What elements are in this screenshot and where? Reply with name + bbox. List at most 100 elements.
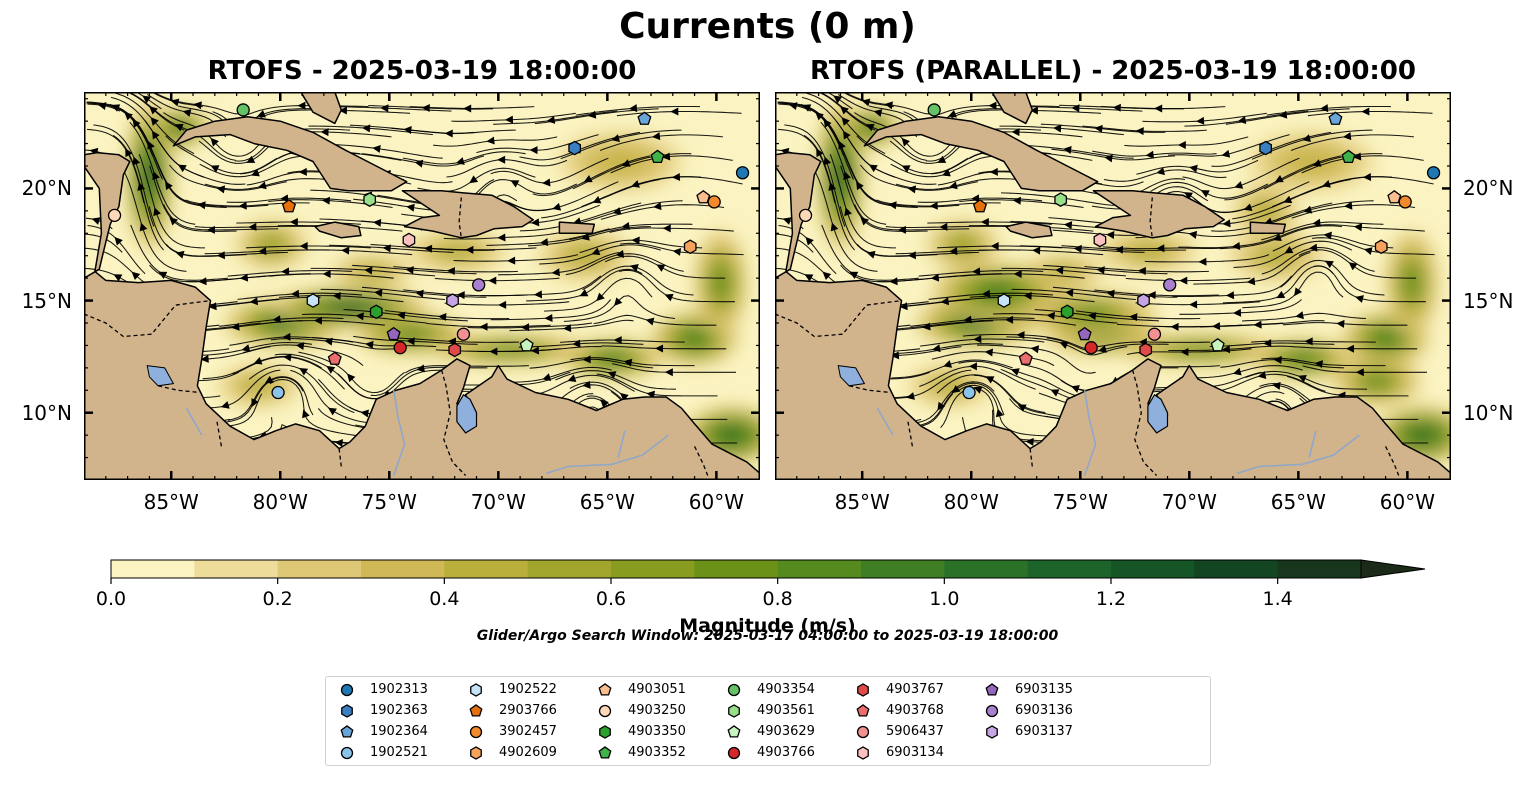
colorbar-extend-arrow: [1360, 559, 1426, 579]
legend-label: 3902457: [499, 724, 557, 739]
hexagon-marker-icon: [986, 725, 998, 739]
legend-marker: [856, 725, 870, 739]
float-marker-6903135: [386, 326, 401, 341]
legend-label: 6903137: [1015, 724, 1073, 739]
float-marker-1902521: [962, 385, 976, 400]
legend-marker: [727, 725, 741, 738]
legend-marker: [598, 746, 612, 759]
tick-label: 20°N: [21, 176, 72, 201]
observation-markers: [798, 103, 1441, 400]
legend-label: 6903134: [886, 745, 944, 760]
float-marker-4903354: [236, 103, 250, 117]
colorbar-bin: [444, 560, 529, 578]
legend-label: 4903766: [757, 745, 815, 760]
country-borders: [84, 197, 709, 476]
legend-label: 4903051: [628, 682, 686, 697]
tick-label: 10°N: [21, 400, 72, 425]
legend-label: 1902363: [370, 703, 428, 718]
legend-label: 1902522: [499, 682, 557, 697]
tick-label: 15°N: [1463, 288, 1514, 313]
tick-label: 80°W: [252, 490, 308, 514]
search-window-note: Glider/Argo Search Window: 2025-03-17 04…: [476, 628, 1059, 644]
circle-marker-icon: [727, 683, 741, 697]
map-frame: [84, 92, 760, 480]
colorbar-tick-label: 0.4: [429, 588, 460, 610]
circle-marker-icon: [340, 746, 354, 760]
colorbar-bin: [694, 560, 779, 578]
legend-marker: [986, 725, 998, 739]
float-marker-2903766: [281, 198, 297, 213]
rivers: [185, 390, 669, 476]
hexagon-marker-icon: [599, 725, 611, 739]
colorbar-bin: [777, 560, 862, 578]
legend-label: 6903135: [1015, 682, 1073, 697]
float-marker-3902457: [1398, 195, 1412, 209]
map-panel-rtofs: [84, 92, 760, 480]
colorbar-bin: [1027, 560, 1112, 578]
float-marker-4903250: [107, 208, 122, 223]
legend-label: 4902609: [499, 745, 557, 760]
hexagon-marker-icon: [341, 704, 353, 718]
land: [775, 92, 1451, 480]
float-marker-4902609: [683, 239, 697, 255]
lake-nicaragua: [146, 365, 175, 387]
legend-marker: [727, 683, 741, 697]
colorbar-tick-label: 0.6: [595, 588, 627, 610]
legend-label: 1902313: [370, 682, 428, 697]
legend-marker: [341, 704, 353, 718]
colorbar-bin: [194, 560, 279, 578]
legend-label: 4903352: [628, 745, 686, 760]
observation-markers: [107, 103, 750, 400]
pentagon-marker-icon: [598, 746, 612, 759]
lake-maracaibo: [456, 393, 478, 434]
float-marker-4903350: [1060, 304, 1074, 320]
lake-nicaragua: [837, 365, 866, 387]
legend-label: 4903767: [886, 682, 944, 697]
pentagon-marker-icon: [727, 725, 741, 738]
legend-marker: [470, 683, 482, 697]
float-marker-1902313: [735, 166, 750, 180]
float-marker-4903766: [1084, 341, 1098, 355]
float-marker-4903629: [1210, 338, 1225, 352]
colorbar-bin: [527, 560, 612, 578]
hexagon-marker-icon: [857, 683, 869, 697]
colorbar-bin: [361, 560, 445, 578]
float-marker-4903766: [393, 341, 407, 355]
float-marker-4902609: [1374, 239, 1388, 255]
left-panel-title: RTOFS - 2025-03-19 18:00:00: [207, 56, 637, 86]
hexagon-marker-icon: [470, 683, 482, 697]
colorbar-bin: [861, 560, 945, 578]
rivers: [876, 390, 1360, 476]
colorbar: [110, 559, 1426, 584]
float-marker-6903135: [1077, 326, 1092, 341]
float-marker-4903768: [327, 351, 342, 365]
legend-label: 1902364: [370, 724, 428, 739]
legend-marker: [340, 683, 354, 697]
tick-label: 70°W: [470, 490, 526, 514]
legend-marker: [340, 725, 354, 738]
colorbar-bin: [1277, 560, 1362, 578]
colorbar-bin: [1194, 560, 1279, 578]
pentagon-marker-icon: [598, 683, 612, 696]
legend-marker: [469, 704, 483, 717]
tick-label: 65°W: [1270, 490, 1326, 514]
float-marker-2903766: [972, 198, 988, 213]
legend-marker: [728, 704, 740, 718]
float-marker-4903767: [1139, 342, 1153, 358]
float-marker-4903561: [363, 192, 377, 208]
circle-marker-icon: [340, 683, 354, 697]
legend-label: 1902521: [370, 745, 428, 760]
colorbar-tick-label: 1.4: [1262, 588, 1293, 610]
legend-label: 2903766: [499, 703, 557, 718]
tick-label: 10°N: [1463, 400, 1514, 425]
float-marker-1902313: [1426, 166, 1441, 180]
legend-marker: [340, 746, 354, 760]
legend-marker: [598, 704, 612, 718]
float-marker-4903352: [650, 149, 665, 164]
float-marker-4903767: [448, 342, 462, 358]
float-marker-6903137: [1137, 293, 1150, 308]
colorbar-label: Magnitude (m/s): [679, 615, 856, 637]
colorbar-tick-label: 0.2: [262, 588, 293, 610]
float-marker-4903352: [1341, 149, 1356, 164]
float-marker-6903137: [446, 293, 459, 308]
